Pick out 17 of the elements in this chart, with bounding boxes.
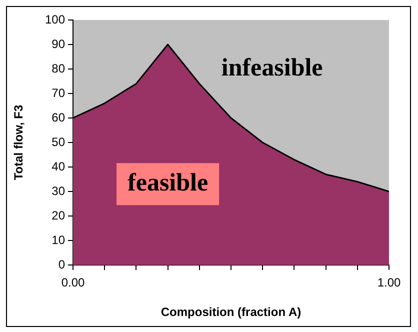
y-tick-label: 10 (52, 232, 66, 247)
y-tick-label: 0 (58, 257, 66, 272)
annotation: feasible (128, 170, 208, 197)
y-tick-label: 40 (52, 159, 66, 174)
x-tick-label: 0.00 (61, 276, 85, 290)
y-tick-label: 30 (52, 184, 66, 198)
y-tick-label: 100 (44, 12, 66, 26)
y-axis-title: Total flow, F3 (12, 104, 26, 180)
y-tick-label: 70 (52, 86, 66, 100)
y-tick-label: 60 (52, 110, 66, 124)
y-tick-label: 50 (52, 134, 66, 149)
x-axis-title: Composition (fraction A) (160, 305, 302, 320)
annotation: infeasible (221, 54, 323, 82)
y-tick-label: 80 (52, 61, 66, 76)
y-tick-label: 90 (52, 36, 66, 51)
y-tick-label: 20 (52, 208, 66, 222)
x-tick-label: 1.00 (377, 276, 401, 290)
